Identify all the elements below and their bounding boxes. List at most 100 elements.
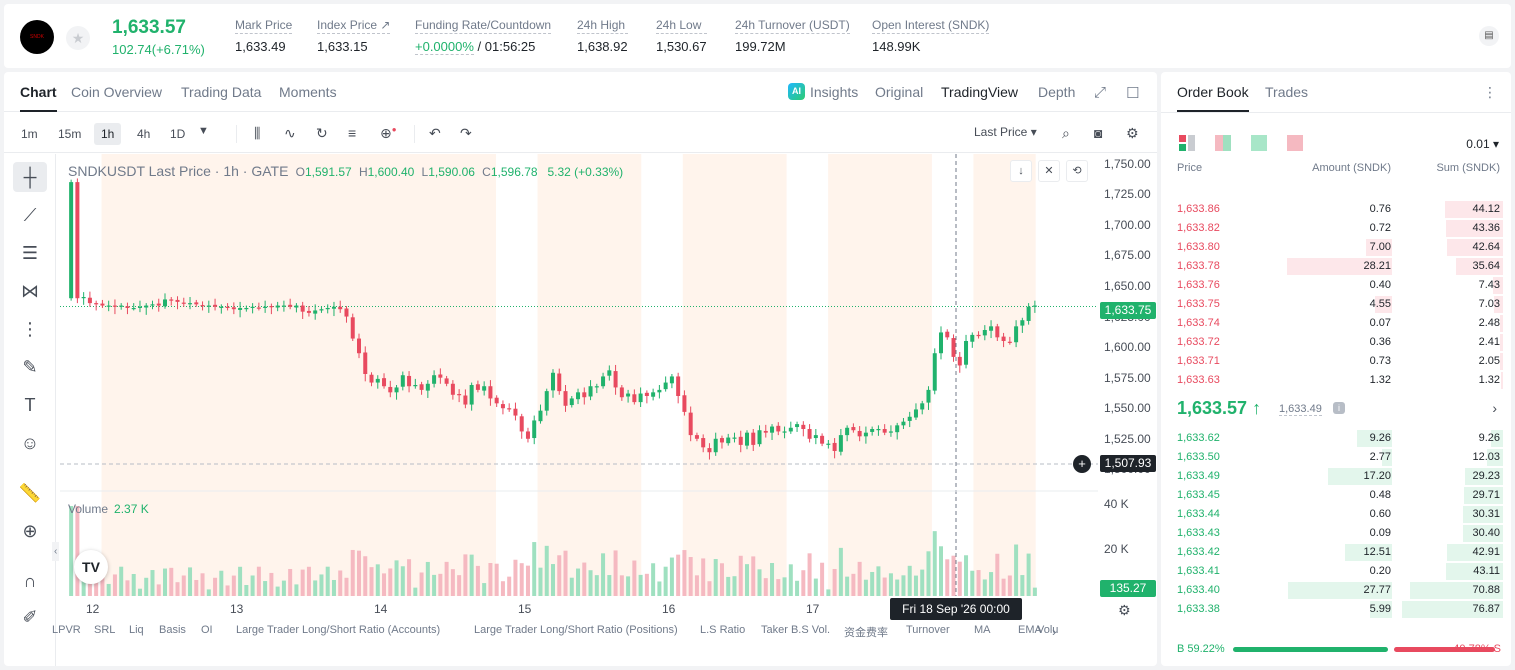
ask-row[interactable]: 1,633.72 0.36 2.41	[1161, 333, 1511, 352]
templates-icon[interactable]: ≡	[348, 125, 357, 141]
reset-icon[interactable]: ⟲	[1066, 160, 1088, 182]
pencil-lock-icon[interactable]: ✐	[22, 607, 38, 627]
ask-row[interactable]: 1,633.74 0.07 2.48	[1161, 314, 1511, 333]
tab-trading-data[interactable]: Trading Data	[181, 84, 262, 100]
collapse-tools-icon[interactable]: ‹	[52, 542, 60, 561]
settings-small-icon[interactable]: ⚙	[1118, 602, 1131, 618]
bid-row[interactable]: 1,633.62 9.26 9.26	[1161, 429, 1511, 448]
timeframe-15m[interactable]: 15m	[58, 127, 82, 141]
bid-row[interactable]: 1,633.45 0.48 29.71	[1161, 486, 1511, 505]
indicator-item[interactable]: SRL	[94, 624, 116, 636]
window-icon[interactable]: ☐	[1126, 85, 1140, 102]
time-axis[interactable]: 12 13 14 15 16 17	[60, 600, 1098, 622]
add-indicator-icon[interactable]: ⊕●	[380, 125, 397, 141]
collapse-icon[interactable]: ✕	[1038, 160, 1060, 182]
search-icon[interactable]: ⌕	[1062, 125, 1070, 141]
camera-icon[interactable]: ◙	[1094, 125, 1103, 141]
ask-row[interactable]: 1,633.80 7.00 42.64	[1161, 238, 1511, 257]
bid-row[interactable]: 1,633.40 27.77 70.88	[1161, 581, 1511, 600]
indicators-icon[interactable]: ∿	[284, 125, 296, 141]
timeframe-4h[interactable]: 4h	[137, 127, 151, 141]
emoji-icon[interactable]: ☺	[20, 433, 40, 453]
indicator-item[interactable]: OI	[201, 624, 213, 636]
layout-both-icon[interactable]	[1179, 135, 1195, 151]
ask-row[interactable]: 1,633.78 28.21 35.64	[1161, 257, 1511, 276]
tradingview-logo-icon[interactable]: TV	[74, 550, 108, 584]
fib-icon[interactable]: ⋮	[21, 319, 39, 339]
pattern-icon[interactable]: ⋈	[21, 281, 39, 301]
redo-icon[interactable]: ↷	[460, 125, 472, 141]
view-tradingview[interactable]: TradingView	[941, 84, 1019, 100]
bid-row[interactable]: 1,633.43 0.09 30.40	[1161, 524, 1511, 543]
indicator-item[interactable]: MA	[974, 624, 991, 636]
add-alert-icon[interactable]: +	[1073, 455, 1091, 473]
favorite-star-icon[interactable]: ★	[66, 26, 90, 50]
price-type-select[interactable]: Last Price ▾	[974, 125, 1037, 139]
gear-icon[interactable]: ⚙	[1126, 125, 1139, 141]
price-chart[interactable]	[60, 154, 1098, 624]
stat-funding-rate[interactable]: Funding Rate/Countdown +0.0000% / 01:56:…	[415, 18, 552, 55]
ask-row[interactable]: 1,633.75 4.55 7.03	[1161, 295, 1511, 314]
bid-row[interactable]: 1,633.44 0.60 30.31	[1161, 505, 1511, 524]
indicator-item[interactable]: EMA	[1018, 624, 1042, 636]
magnet-icon[interactable]: ∩	[23, 571, 37, 591]
bid-row[interactable]: 1,633.42 12.51 42.91	[1161, 543, 1511, 562]
indicator-item[interactable]: Volu	[1037, 624, 1059, 636]
tab-chart[interactable]: Chart	[20, 84, 57, 112]
volume-bar	[488, 563, 493, 596]
tab-trades[interactable]: Trades	[1265, 84, 1309, 100]
indicator-item[interactable]: Large Trader Long/Short Ratio (Accounts)	[236, 624, 441, 636]
view-insights[interactable]: Insights	[810, 84, 859, 100]
tab-order-book[interactable]: Order Book	[1177, 84, 1249, 112]
undo-icon[interactable]: ↶	[429, 125, 441, 141]
precision-select[interactable]: 0.01 ▾	[1466, 137, 1499, 151]
view-original[interactable]: Original	[875, 84, 924, 100]
tab-coin-overview[interactable]: Coin Overview	[71, 84, 163, 100]
horizontal-lines-icon[interactable]: ☰	[21, 243, 39, 263]
arrow-down-icon[interactable]: ↓	[1010, 160, 1032, 182]
bid-row[interactable]: 1,633.41 0.20 43.11	[1161, 562, 1511, 581]
bid-row[interactable]: 1,633.38 5.99 76.87	[1161, 600, 1511, 619]
layout-asks-icon[interactable]	[1287, 135, 1303, 151]
indicator-item[interactable]: Liq	[129, 624, 144, 636]
info-icon[interactable]: i	[1333, 402, 1345, 414]
zoom-in-icon[interactable]: ⊕	[22, 521, 38, 541]
expand-icon[interactable]: ⤢	[1094, 84, 1107, 101]
indicator-item[interactable]: Turnover	[906, 624, 950, 636]
indicator-item[interactable]: LPVR	[52, 624, 81, 636]
bid-row[interactable]: 1,633.49 17.20 29.23	[1161, 467, 1511, 486]
timeframe-1h[interactable]: 1h	[94, 123, 122, 145]
ask-row[interactable]: 1,633.86 0.76 44.12	[1161, 200, 1511, 219]
more-icon[interactable]: ⋮	[1483, 84, 1497, 100]
chevron-right-icon[interactable]: ›	[1492, 400, 1497, 416]
tab-moments[interactable]: Moments	[279, 84, 337, 100]
ask-row[interactable]: 1,633.71 0.73 2.05	[1161, 352, 1511, 371]
timeframe-1m[interactable]: 1m	[21, 127, 38, 141]
ask-row[interactable]: 1,633.63 1.32 1.32	[1161, 371, 1511, 390]
replay-icon[interactable]: ↻	[316, 125, 328, 141]
text-tool-icon[interactable]: T	[24, 395, 36, 415]
crosshair-icon[interactable]: ┼	[13, 162, 47, 192]
indicator-scroll-icon[interactable]: ›	[1052, 624, 1057, 639]
trendline-icon[interactable]: ⟋	[23, 205, 37, 225]
price-axis[interactable]: 1,750.00 1,725.00 1,700.00 1,675.00 1,650.00…	[1098, 154, 1157, 624]
indicator-item[interactable]: Taker B.S Vol.	[761, 624, 831, 636]
indicator-item[interactable]: L.S Ratio	[700, 624, 746, 636]
stat-mark-price[interactable]: Mark Price 1,633.49	[235, 18, 293, 54]
book-icon[interactable]: ▤	[1479, 26, 1499, 46]
brush-icon[interactable]: ✎	[22, 357, 38, 377]
timeframe-1d[interactable]: 1D	[170, 127, 186, 141]
layout-bids-icon[interactable]	[1251, 135, 1267, 151]
ask-row[interactable]: 1,633.76 0.40 7.43	[1161, 276, 1511, 295]
ask-row[interactable]: 1,633.82 0.72 43.36	[1161, 219, 1511, 238]
indicator-item[interactable]: 资金费率	[844, 627, 888, 639]
layout-split-icon[interactable]	[1215, 135, 1231, 151]
indicator-item[interactable]: Large Trader Long/Short Ratio (Positions…	[474, 624, 678, 636]
ruler-icon[interactable]: 📏	[18, 483, 42, 503]
stat-index-price[interactable]: Index Price ↗ 1,633.15	[317, 18, 391, 54]
bid-row[interactable]: 1,633.50 2.77 12.03	[1161, 448, 1511, 467]
candle-type-icon[interactable]: ⫼	[254, 125, 261, 141]
indicator-item[interactable]: Basis	[159, 624, 186, 636]
view-depth[interactable]: Depth	[1038, 84, 1076, 100]
timeframe-dropdown-icon[interactable]: ▼	[198, 125, 209, 137]
